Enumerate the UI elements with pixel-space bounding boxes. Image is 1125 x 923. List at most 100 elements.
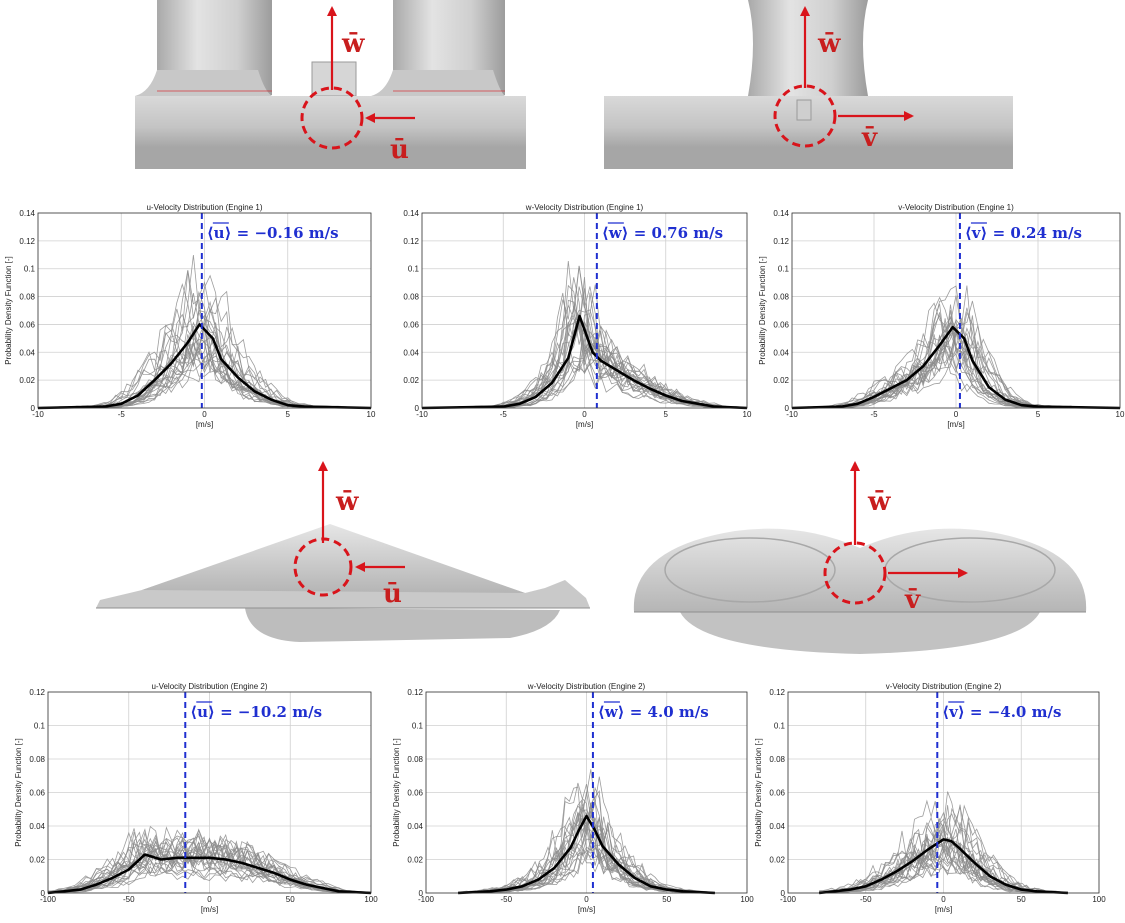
x-tick-label: -50 [123,895,135,904]
x-tick-label: 10 [743,410,752,419]
y-tick-label: 0.14 [773,209,789,218]
v-vector-label: v̄ [861,123,878,153]
mean-annotation: ⟨v⟩ = −4.0 m/s [942,703,1061,721]
y-tick-label: 0.12 [773,237,789,246]
x-tick-label: 5 [664,410,669,419]
x-tick-label: -50 [860,895,872,904]
chart-title: v-Velocity Distribution (Engine 2) [886,682,1002,691]
y-tick-label: 0.12 [769,688,785,697]
y-tick-label: 0.14 [19,209,35,218]
x-tick-label: 50 [1017,895,1026,904]
y-tick-label: 0.12 [29,688,45,697]
u-vector-label: ū [383,579,402,609]
x-tick-label: 0 [584,895,589,904]
chart-engine2-w: -100 -50 0 50 100 0 0.02 0.04 0.06 0.08 0.1 0.12 w-V… [392,682,754,914]
chart-engine2-u: -100 -50 0 50 100 0 0.02 0.04 0.06 0.08 0.1 0.12 u-V… [14,682,378,914]
y-tick-label: 0 [41,889,46,898]
mean-pdf-line [818,838,1068,895]
y-tick-label: 0.08 [19,293,35,302]
w-vector-label: w̄ [817,29,841,59]
chart-title: v-Velocity Distribution (Engine 1) [898,203,1014,212]
x-tick-label: 100 [1092,895,1106,904]
y-tick-label: 0.08 [769,755,785,764]
x-tick-label: -10 [786,410,798,419]
chart-engine1-w: -10 -5 0 5 10 0 0.02 0.04 0.06 0.08 0.1 0.12 0.14 w-V… [403,203,752,429]
x-tick-label: -10 [32,410,44,419]
axes-frame [787,691,1100,894]
y-axis-label: Probability Density Function [-] [392,738,401,847]
x-axis-label: [m/s] [196,420,213,429]
y-tick-label: 0 [785,404,790,413]
axes-frame [425,691,748,894]
mean-annotation: ⟨u⟩ = −10.2 m/s [190,703,322,721]
y-tick-label: 0 [31,404,36,413]
mean-annotation: ⟨w⟩ = 0.76 m/s [602,224,723,242]
x-tick-label: -50 [500,895,512,904]
y-tick-label: 0.08 [29,755,45,764]
x-axis-label: [m/s] [947,420,964,429]
sample-pdf-line [47,851,371,894]
axes-frame [421,212,748,409]
chart-title: u-Velocity Distribution (Engine 2) [151,682,267,691]
y-tick-label: 0 [415,404,420,413]
x-tick-label: 100 [364,895,378,904]
y-axis-label: Probability Density Function [-] [754,738,763,847]
engine2-front-schematic: w̄ ū [96,461,590,642]
sample-pdf-line [47,828,372,894]
mean-pdf-line [421,314,748,410]
x-tick-label: -5 [870,410,878,419]
x-tick-label: 50 [286,895,295,904]
x-tick-label: -5 [500,410,508,419]
y-tick-label: 0.04 [773,348,789,357]
probe-circle [300,86,364,150]
x-tick-label: 0 [582,410,587,419]
x-tick-label: -10 [416,410,428,419]
y-axis-label: Probability Density Function [-] [758,256,767,365]
y-tick-label: 0.02 [403,376,419,385]
axes-frame [791,212,1121,409]
y-tick-label: 0.02 [769,856,785,865]
y-tick-label: 0.02 [773,376,789,385]
y-tick-label: 0.12 [407,688,423,697]
x-tick-label: 0 [202,410,207,419]
chart-engine1-u: -10 -5 0 5 10 0 0.02 0.04 0.06 0.08 0.1 0.12 0.14 u-V… [4,203,376,429]
u-vector-label: ū [390,135,409,165]
chart-engine1-v: -10 -5 0 5 10 0 0.02 0.04 0.06 0.08 0.1 0.12 0.14 v-V… [758,203,1125,429]
x-tick-label: -100 [418,895,435,904]
sample-pdf-line [47,831,371,894]
x-tick-label: 10 [367,410,376,419]
y-tick-label: 0.12 [19,237,35,246]
y-tick-label: 0.04 [19,348,35,357]
x-tick-label: 5 [1036,410,1041,419]
x-tick-label: 10 [1116,410,1125,419]
y-tick-label: 0.06 [19,320,35,329]
mean-annotation: ⟨w⟩ = 4.0 m/s [598,703,709,721]
v-vector-label: v̄ [904,585,921,615]
y-tick-label: 0.08 [403,293,419,302]
y-tick-label: 0.06 [29,789,45,798]
y-tick-label: 0.06 [773,320,789,329]
y-tick-label: 0.1 [412,722,424,731]
y-tick-label: 0.14 [403,209,419,218]
x-tick-label: 0 [941,895,946,904]
x-axis-label: [m/s] [576,420,593,429]
axes-frame [37,212,372,409]
y-tick-label: 0.1 [774,722,786,731]
y-tick-label: 0.1 [24,265,36,274]
chart-title: w-Velocity Distribution (Engine 1) [525,203,644,212]
x-tick-label: -5 [118,410,126,419]
y-tick-label: 0.02 [29,856,45,865]
x-tick-label: 50 [662,895,671,904]
mean-pdf-line [47,853,372,895]
y-tick-label: 0.1 [408,265,420,274]
x-tick-label: 5 [286,410,291,419]
y-axis-label: Probability Density Function [-] [14,738,23,847]
y-tick-label: 0.02 [19,376,35,385]
y-tick-label: 0 [419,889,424,898]
chart-title: u-Velocity Distribution (Engine 1) [146,203,262,212]
y-tick-label: 0 [781,889,786,898]
y-axis-label: Probability Density Function [-] [4,256,13,365]
y-tick-label: 0.1 [34,722,46,731]
y-tick-label: 0.06 [403,320,419,329]
